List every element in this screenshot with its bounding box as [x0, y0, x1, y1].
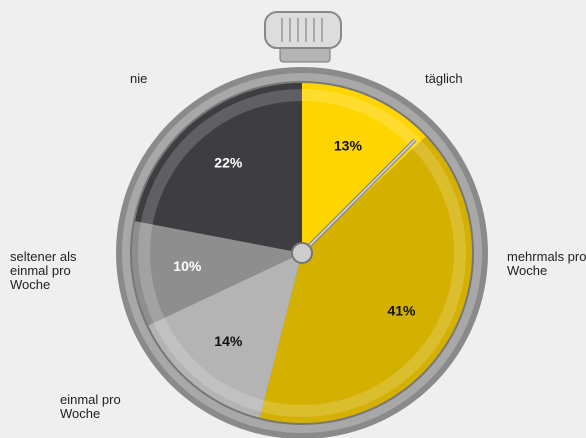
- data-label: 22%: [214, 155, 243, 171]
- pie-slice: [135, 83, 302, 253]
- category-label: nie: [130, 71, 148, 86]
- pie-slice: [302, 83, 426, 253]
- pie-slice: [132, 221, 302, 326]
- crown: [264, 11, 342, 49]
- crown-grip: [281, 18, 323, 42]
- data-label: 13%: [334, 138, 363, 154]
- hand-highlight: [301, 139, 416, 254]
- data-label: 14%: [214, 333, 243, 349]
- pie-slice: [259, 136, 473, 423]
- category-label: einmal pro Woche: [60, 392, 121, 421]
- glass-ring: [138, 89, 466, 417]
- category-label: täglich: [425, 71, 463, 86]
- category-label: mehrmals pro Woche: [507, 249, 586, 278]
- hand-pivot: [291, 242, 313, 264]
- data-label: 41%: [387, 303, 416, 319]
- data-label: 10%: [173, 258, 202, 274]
- category-label: seltener als einmal pro Woche: [10, 249, 77, 292]
- pie-slice: [148, 253, 302, 418]
